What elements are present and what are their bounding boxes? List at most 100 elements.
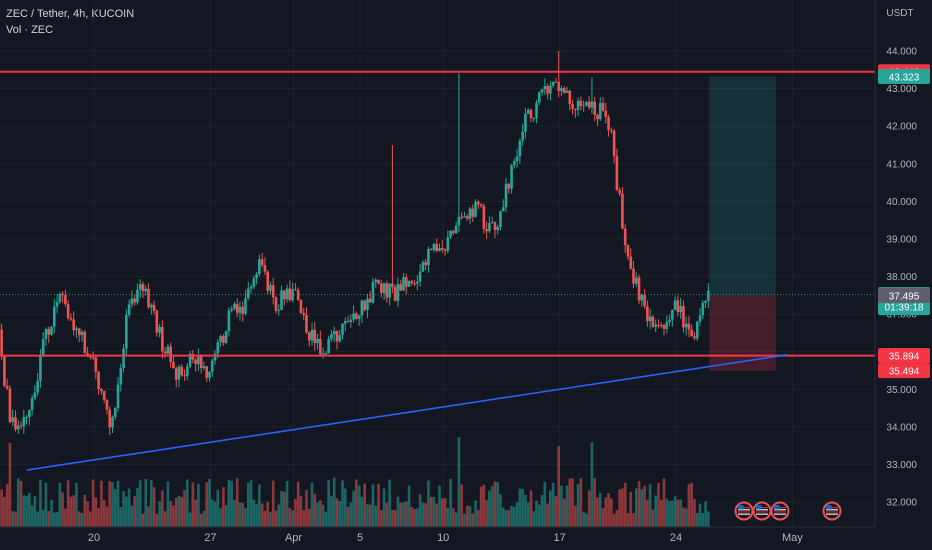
candle-body [535, 103, 538, 118]
candle-body [222, 336, 225, 343]
volume-bar [632, 513, 635, 527]
candle-body [20, 426, 23, 427]
volume-bar [402, 502, 405, 527]
us-flag-icon[interactable] [772, 503, 789, 520]
candle-body [532, 118, 535, 119]
volume-bar [120, 507, 123, 527]
volume-bar [56, 512, 59, 527]
candle-body [156, 311, 159, 333]
candle-body [469, 209, 472, 219]
flag-stripe [774, 514, 786, 515]
candle-body [699, 315, 702, 321]
candle-body [36, 381, 39, 393]
candle-body [596, 115, 599, 119]
volume-bars [0, 437, 710, 527]
candle-body [571, 104, 574, 109]
volume-bar [28, 493, 31, 527]
volume-bar [219, 508, 222, 527]
candle-body [269, 285, 272, 291]
volume-bar [679, 499, 682, 527]
volume-bar [258, 484, 261, 527]
price-tick-label: 41.000 [886, 159, 917, 170]
candle-body [247, 289, 250, 299]
candlesticks [0, 51, 710, 435]
volume-bar [538, 505, 541, 527]
volume-bar [336, 498, 339, 527]
volume-bar [699, 504, 702, 527]
candle-body [560, 88, 563, 91]
candle-body [555, 82, 558, 83]
volume-bar [618, 489, 621, 527]
candle-body [78, 328, 81, 335]
volume-bar [147, 506, 150, 527]
candle-body [228, 311, 231, 331]
candle-body [613, 131, 616, 156]
flag-stripe [756, 511, 768, 512]
candle-body [23, 417, 26, 426]
volume-bar [153, 487, 156, 527]
candle-body [643, 295, 646, 306]
candle-body [477, 202, 480, 204]
candle-body [616, 156, 619, 190]
us-flag-icon[interactable] [754, 503, 771, 520]
volume-bar [532, 511, 535, 527]
candle-body [131, 299, 134, 305]
candle-body [671, 310, 674, 320]
volume-bar [106, 506, 109, 527]
volume-bar [449, 479, 452, 527]
volume-bar [610, 498, 613, 527]
candle-body [510, 165, 513, 188]
candle-body [327, 339, 330, 353]
candle-body [430, 249, 433, 250]
candle-body [153, 305, 156, 311]
candle-body [380, 283, 383, 292]
candle-body [50, 327, 53, 335]
volume-bar [524, 495, 527, 527]
candle-body [147, 289, 150, 307]
candle-body [677, 300, 680, 312]
volume-bar [693, 499, 696, 527]
candle-body [325, 353, 328, 354]
candle-body [250, 287, 253, 289]
flag-stripe [826, 511, 838, 512]
ascending-trendline[interactable] [27, 355, 788, 470]
candle-body [200, 356, 203, 368]
volume-bar [70, 497, 73, 527]
risk-reward-zones[interactable] [709, 76, 776, 370]
target-zone[interactable] [709, 76, 776, 295]
candle-body [369, 299, 372, 303]
volume-bar [535, 501, 538, 527]
economic-events[interactable] [736, 503, 841, 520]
volume-bar [64, 509, 67, 527]
candle-body [272, 285, 275, 297]
volume-bar [275, 510, 278, 527]
volume-bar [483, 485, 486, 527]
candle-body [277, 310, 280, 311]
candle-body [25, 417, 28, 418]
currency-label[interactable]: USDT [886, 8, 913, 19]
price-tick-label: 44.000 [886, 47, 917, 58]
volume-bar [571, 478, 574, 527]
volume-bar [172, 505, 175, 527]
time-tick-label: 27 [204, 532, 216, 544]
time-axis[interactable]: 20 27 Apr 5 10 17 24 May [0, 527, 875, 544]
candle-body [582, 105, 585, 106]
volume-bar [521, 489, 524, 527]
us-flag-icon[interactable] [736, 503, 753, 520]
time-tick-label: 20 [88, 532, 100, 544]
candle-body [175, 368, 178, 379]
volume-bar [183, 490, 186, 527]
candle-body [255, 274, 258, 279]
candle-body [386, 283, 389, 297]
candle-body [100, 389, 103, 391]
volume-bar [31, 506, 34, 527]
volume-bar [627, 513, 630, 527]
volume-bar [36, 512, 39, 527]
price-tick-label: 33.000 [886, 460, 917, 471]
volume-bar [494, 481, 497, 527]
stop-zone[interactable] [709, 295, 776, 370]
us-flag-icon[interactable] [824, 503, 841, 520]
flag-stripe [756, 514, 768, 515]
candle-body [208, 372, 211, 378]
